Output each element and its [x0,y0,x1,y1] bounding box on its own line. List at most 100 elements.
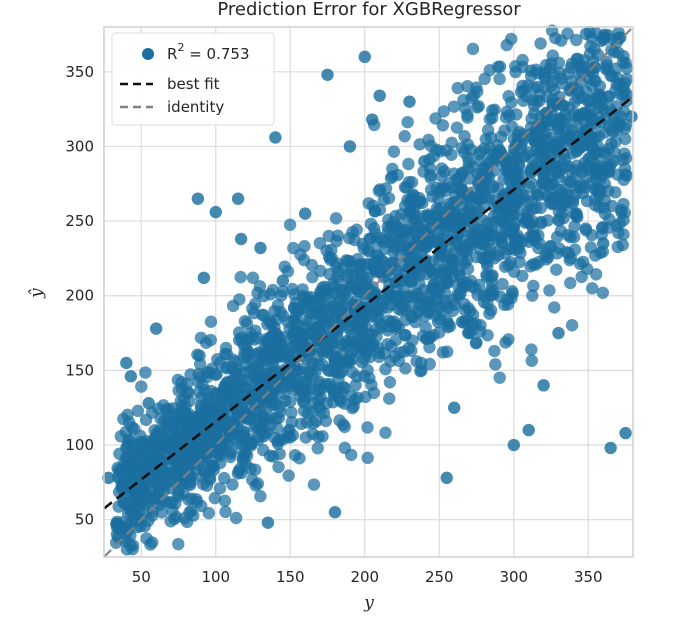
scatter-point [588,61,601,74]
scatter-point [214,436,227,450]
scatter-point [516,128,529,141]
scatter-point [470,101,484,114]
scatter-point [544,140,558,153]
scatter-point [423,341,436,354]
scatter-point [403,95,416,108]
scatter-point [600,162,614,175]
x-tick-labels: 50 100 150 200 250 300 350 [132,568,603,586]
x-axis-label: y [363,593,374,613]
scatter-point [359,390,372,404]
scatter-point [188,428,202,442]
scatter-point [346,366,359,379]
scatter-point [120,356,133,370]
scatter-point [329,212,343,225]
scatter-point [131,520,144,534]
scatter-point [167,476,181,489]
scatter-point [563,164,577,177]
scatter-point [477,289,491,302]
scatter-point [469,317,482,330]
scatter-point [223,380,237,393]
scatter-point [447,401,461,414]
scatter-point [219,505,232,519]
y-tick-label: 50 [75,511,94,529]
scatter-point [307,417,320,430]
scatter-point [565,57,579,70]
scatter-point [343,356,356,369]
scatter-point [419,259,433,272]
scatter-point [379,363,392,376]
scatter-point [405,275,418,288]
scatter-point [436,346,450,359]
scatter-point [274,370,288,383]
scatter-point [263,449,277,462]
scatter-point [226,478,239,491]
scatter-point [529,258,543,271]
scatter-point [438,223,451,236]
scatter-point [368,263,381,276]
scatter-point [120,543,134,556]
legend-identity-label: identity [167,98,224,116]
scatter-point [379,426,392,439]
scatter-point [160,403,173,416]
scatter-point [449,189,462,202]
scatter-point [387,145,401,158]
scatter-point [425,282,439,296]
scatter-point [418,155,431,168]
scatter-point [554,129,567,142]
scatter-point [568,220,581,233]
scatter-point [341,339,354,352]
scatter-point [358,50,371,64]
scatter-point [456,166,469,179]
scatter-point [373,89,386,102]
scatter-point [600,59,613,72]
scatter-point [233,462,247,476]
scatter-point [605,199,619,213]
scatter-point [594,91,608,104]
scatter-point [196,378,209,392]
scatter-point [588,198,602,212]
scatter-point [139,413,153,427]
scatter-point [355,355,368,369]
scatter-point [392,321,406,334]
scatter-point [612,46,625,59]
scatter-point [282,469,295,482]
scatter-point [211,353,224,366]
scatter-point [447,100,461,113]
scatter-point [193,349,206,362]
scatter-point [102,471,115,485]
scatter-point [272,411,286,425]
scatter-point [219,341,233,355]
scatter-point [276,274,290,287]
scatter-point [620,88,634,101]
scatter-point [304,327,317,340]
scatter-point [462,301,475,315]
scatter-point [156,464,169,478]
scatter-point [324,253,337,266]
x-tick-label: 150 [276,568,305,586]
scatter-point [568,243,582,256]
scatter-point [470,207,483,220]
scatter-point [231,192,245,205]
scatter-point [285,406,298,419]
scatter-point [328,506,342,519]
scatter-point [209,423,222,437]
scatter-point [322,229,335,243]
scatter-point [224,447,237,460]
scatter-point [470,81,483,94]
scatter-point [584,40,597,53]
scatter-point [174,411,187,424]
scatter-point [516,269,529,283]
scatter-point [361,451,374,465]
scatter-point [239,358,252,371]
scatter-point [239,382,253,396]
scatter-point [496,213,510,227]
scatter-point [261,516,275,529]
scatter-point [553,66,566,80]
scatter-point [416,196,429,210]
scatter-point [604,105,617,118]
scatter-point [492,249,505,262]
scatter-point [146,536,159,549]
scatter-point [164,429,178,442]
y-tick-label: 350 [65,63,94,81]
scatter-point [213,482,227,495]
